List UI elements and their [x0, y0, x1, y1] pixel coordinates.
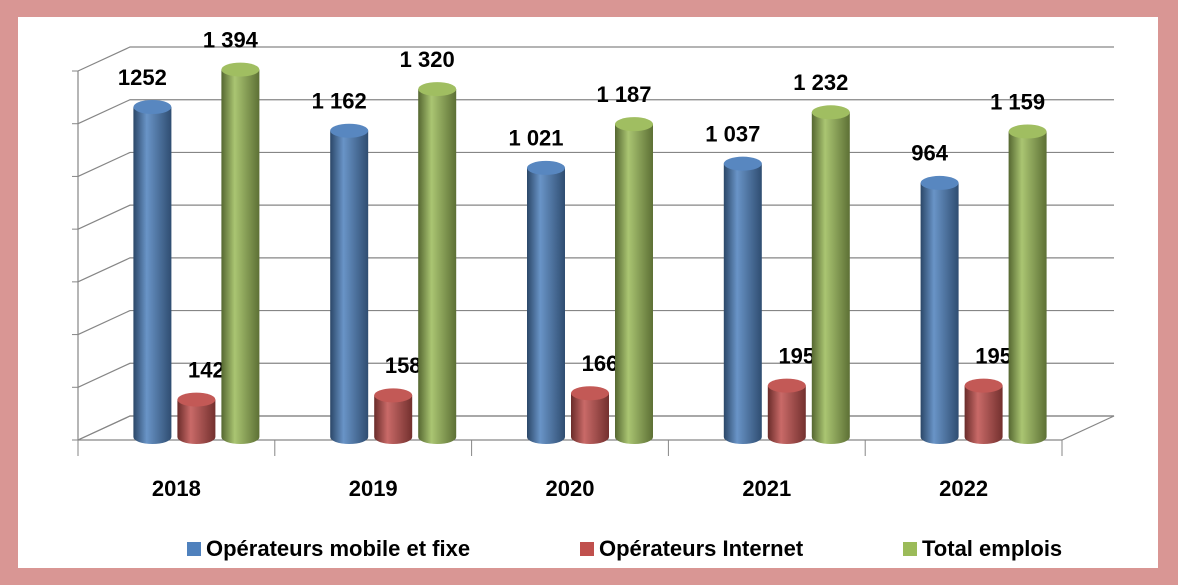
- legend-label: Opérateurs mobile et fixe: [206, 536, 470, 561]
- grid-line: [77, 362, 1114, 388]
- legend-label: Total emplois: [922, 536, 1062, 561]
- cylinder: [571, 386, 609, 444]
- cylinder-body: [374, 395, 413, 444]
- legend-swatch: [580, 542, 594, 556]
- cylinder-top: [723, 156, 762, 171]
- cylinder: [767, 378, 806, 444]
- data-label: 1 037: [705, 121, 760, 146]
- cylinder: [374, 388, 413, 444]
- cylinder-top: [330, 123, 369, 138]
- cylinder-body: [330, 130, 369, 445]
- cylinder-body: [418, 89, 457, 444]
- cylinder-top: [221, 62, 260, 77]
- cylinder-top: [418, 82, 457, 97]
- cylinder-top: [1008, 124, 1047, 139]
- cylinder-top: [374, 388, 413, 403]
- data-label: 1 187: [596, 82, 651, 107]
- cylinder-body: [221, 69, 260, 445]
- data-label: 1252: [118, 65, 167, 90]
- data-label: 158: [385, 353, 422, 378]
- cylinder: [177, 392, 216, 444]
- cylinder-body: [811, 112, 850, 444]
- cylinder-body: [767, 385, 806, 444]
- cylinder: [221, 62, 260, 445]
- cylinder-top: [920, 175, 959, 190]
- data-label: 142: [188, 357, 225, 382]
- cylinder-top: [133, 100, 172, 115]
- cylinder-top: [964, 378, 1003, 393]
- data-label: 964: [911, 141, 948, 166]
- x-tick-label: 2019: [349, 476, 398, 501]
- legend-swatch: [187, 542, 201, 556]
- grid-line: [77, 99, 1114, 125]
- cylinder: [418, 82, 457, 444]
- cylinder-top: [527, 160, 565, 175]
- data-label: 166: [582, 351, 619, 376]
- data-label: 1 394: [203, 27, 259, 52]
- cylinder: [964, 378, 1003, 444]
- cylinder: [723, 156, 762, 444]
- grid-line: [77, 309, 1114, 336]
- cylinder-body: [1008, 131, 1047, 444]
- grid-line: [77, 46, 1114, 72]
- cylinder: [330, 123, 369, 445]
- chart-area: [18, 17, 1158, 568]
- data-label: 1 320: [400, 47, 455, 72]
- cylinder-body: [177, 399, 216, 444]
- data-label: 1 232: [793, 70, 848, 95]
- data-label: 1 159: [990, 89, 1045, 114]
- data-label: 1 162: [312, 89, 367, 114]
- cylinder-body: [920, 182, 959, 444]
- cylinder-top: [177, 392, 216, 407]
- legend-swatch: [903, 542, 917, 556]
- cylinder-top: [811, 105, 850, 120]
- legend-label: Opérateurs Internet: [599, 536, 804, 561]
- data-label: 1 021: [508, 126, 563, 151]
- grid-line: [77, 257, 1114, 283]
- cylinder-top: [615, 117, 653, 132]
- cylinder-top: [767, 378, 806, 393]
- cylinder: [811, 105, 850, 444]
- cylinder-body: [571, 393, 609, 444]
- cylinder: [920, 175, 959, 444]
- cylinder: [1008, 124, 1047, 444]
- cylinder-top: [571, 386, 609, 401]
- grid-line: [77, 151, 1114, 177]
- cylinder: [133, 100, 172, 444]
- data-label: 195: [778, 343, 815, 368]
- cylinder-body: [723, 163, 762, 444]
- data-label: 195: [975, 343, 1012, 368]
- x-tick-label: 2021: [742, 476, 791, 501]
- cylinder: [527, 160, 565, 445]
- cylinder-body: [527, 167, 565, 445]
- cylinder: [615, 117, 653, 444]
- cylinder-body: [133, 107, 172, 444]
- cylinder-body: [615, 124, 653, 444]
- grid-line: [77, 204, 1114, 230]
- x-tick-label: 2020: [546, 476, 595, 501]
- x-tick-label: 2022: [939, 476, 988, 501]
- x-tick-label: 2018: [152, 476, 201, 501]
- cylinder-body: [964, 385, 1003, 444]
